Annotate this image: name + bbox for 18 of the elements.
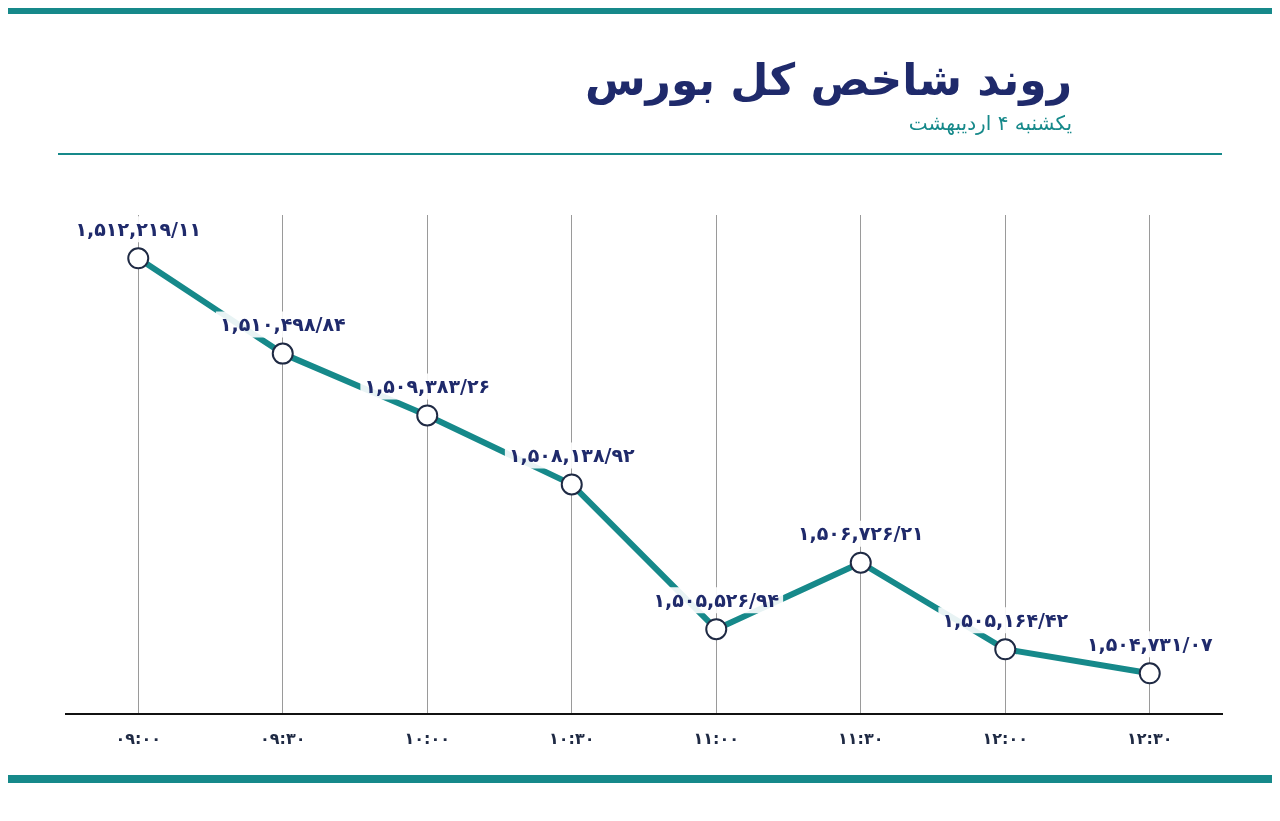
x-tick-label: ۱۲:۰۰ xyxy=(982,728,1028,748)
x-tick-label: ۰۹:۳۰ xyxy=(260,728,306,748)
chart-subtitle: یکشنبه ۴ اردیبهشت xyxy=(907,111,1072,135)
data-label: ۱,۵۰۵,۵۲۶/۹۴ xyxy=(653,588,780,611)
data-label: ۱,۵۰۵,۱۶۴/۴۲ xyxy=(942,608,1069,631)
x-tick-label: ۱۲:۳۰ xyxy=(1127,728,1173,748)
data-label: ۱,۵۰۸,۱۳۸/۹۲ xyxy=(508,443,636,466)
data-label: ۱,۵۰۹,۳۸۳/۲۶ xyxy=(364,374,491,397)
x-tick-label: ۱۱:۰۰ xyxy=(693,728,739,748)
data-label: ۱,۵۱۲,۲۱۹/۱۱ xyxy=(75,217,202,240)
data-label: ۱,۵۰۴,۷۳۱/۰۷ xyxy=(1086,632,1214,655)
data-label: ۱,۵۱۰,۴۹۸/۸۴ xyxy=(219,313,346,336)
x-tick-label: ۱۱:۳۰ xyxy=(838,728,884,748)
data-label: ۱,۵۰۶,۷۲۶/۲۱ xyxy=(797,522,924,545)
chart-title: روند شاخص کل بورس xyxy=(583,54,1072,105)
x-tick-label: ۱۰:۰۰ xyxy=(404,728,450,748)
x-tick-label: ۱۰:۳۰ xyxy=(549,728,595,748)
x-tick-label: ۰۹:۰۰ xyxy=(115,728,161,748)
